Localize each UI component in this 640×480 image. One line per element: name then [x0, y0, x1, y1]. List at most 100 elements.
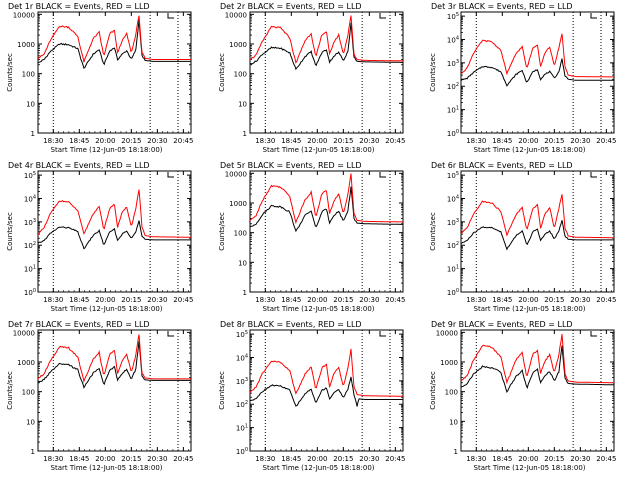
y-tick-label: 104: [447, 35, 459, 44]
lld-series-line: [249, 348, 403, 397]
x-tick-label: 20:00: [518, 137, 538, 145]
y-tick-label: 104: [447, 194, 459, 203]
x-axis-label: Start Time (12-Jun-05 18:18:00): [263, 464, 375, 472]
y-tick-label: 1: [243, 289, 247, 297]
events-series-line: [249, 376, 403, 407]
y-axis-label: Counts/sec: [6, 371, 14, 410]
x-axis-label: Start Time (12-Jun-05 18:18:00): [263, 146, 375, 154]
y-tick-label: 102: [24, 241, 36, 250]
y-tick-label: 10: [238, 100, 247, 108]
plot-frame: [249, 329, 404, 452]
y-tick-label: 1000: [440, 359, 458, 367]
x-tick-label: 18:45: [281, 137, 301, 145]
y-tick-label: 10000: [225, 11, 247, 19]
x-tick-label: 18:45: [69, 137, 89, 145]
plot-frame: [249, 11, 404, 134]
chart-title: Det 1r BLACK = Events, RED = LLD: [8, 2, 150, 11]
corner-marker: [379, 331, 386, 337]
detector-chart-3: Det 3r BLACK = Events, RED = LLD 100 101 10…: [429, 2, 616, 154]
events-series-line: [250, 22, 403, 71]
y-tick-label: 103: [236, 377, 248, 386]
chart-title: Det 8r BLACK = Events, RED = LLD: [220, 320, 362, 329]
y-tick-label: 103: [447, 218, 459, 227]
x-tick-label: 20:45: [385, 296, 405, 304]
detector-chart-1: Det 1r BLACK = Events, RED = LLD 1 10 100 10…: [6, 2, 193, 154]
detector-chart-4: Det 4r BLACK = Events, RED = LLD 100 101 10…: [6, 161, 193, 313]
y-tick-label: 102: [236, 400, 248, 409]
x-axis-label: Start Time (12-Jun-05 18:18:00): [51, 464, 163, 472]
x-axis-label: Start Time (12-Jun-05 18:18:00): [474, 146, 586, 154]
x-tick-label: 18:45: [281, 455, 301, 463]
x-tick-label: 20:30: [359, 296, 379, 304]
x-tick-label: 18:30: [43, 296, 63, 304]
corner-marker: [167, 331, 174, 337]
x-tick-label: 20:15: [333, 296, 353, 304]
y-tick-label: 10: [238, 259, 247, 267]
events-series-line: [249, 186, 403, 233]
y-axis-label: Counts/sec: [6, 212, 14, 251]
y-tick-label: 100: [447, 129, 459, 138]
events-series-line: [460, 345, 614, 393]
x-tick-label: 20:15: [544, 137, 564, 145]
y-tick-label: 105: [24, 171, 36, 180]
y-tick-label: 100: [24, 288, 36, 297]
x-axis-label: Start Time (12-Jun-05 18:18:00): [51, 305, 163, 313]
detector-chart-5: Det 5r BLACK = Events, RED = LLD 1 10 100 10…: [218, 161, 405, 313]
y-tick-label: 101: [447, 265, 459, 274]
x-tick-label: 20:30: [570, 455, 590, 463]
y-tick-label: 101: [236, 424, 248, 433]
events-series-line: [460, 220, 614, 251]
x-tick-label: 18:30: [466, 137, 486, 145]
corner-marker: [590, 331, 597, 337]
lld-series-line: [37, 15, 191, 63]
x-tick-label: 20:00: [95, 296, 115, 304]
y-tick-label: 103: [447, 59, 459, 68]
y-axis-label: Counts/sec: [429, 212, 437, 251]
y-tick-label: 100: [22, 389, 35, 397]
corner-marker: [379, 13, 386, 19]
y-tick-label: 100: [447, 288, 459, 297]
x-tick-label: 20:15: [121, 455, 141, 463]
y-tick-label: 100: [234, 230, 247, 238]
y-tick-label: 101: [447, 106, 459, 115]
chart-title: Det 3r BLACK = Events, RED = LLD: [431, 2, 573, 11]
chart-title: Det 5r BLACK = Events, RED = LLD: [220, 161, 362, 170]
corner-marker: [167, 172, 174, 178]
y-tick-label: 1: [31, 130, 35, 138]
plot-frame: [37, 170, 192, 293]
y-tick-label: 104: [236, 353, 248, 362]
y-axis-label: Counts/sec: [218, 212, 226, 251]
y-tick-label: 102: [447, 241, 459, 250]
detector-chart-7: Det 7r BLACK = Events, RED = LLD 1 10 100 10…: [6, 320, 193, 472]
y-tick-label: 100: [234, 71, 247, 79]
x-tick-label: 20:15: [121, 296, 141, 304]
y-axis-label: Counts/sec: [6, 53, 14, 92]
lld-series-line: [461, 33, 614, 78]
y-tick-label: 10000: [13, 329, 35, 337]
y-tick-label: 102: [447, 82, 459, 91]
x-tick-label: 20:45: [173, 296, 193, 304]
x-tick-label: 18:30: [255, 137, 275, 145]
x-axis-label: Start Time (12-Jun-05 18:18:00): [51, 146, 163, 154]
chart-title: Det 7r BLACK = Events, RED = LLD: [8, 320, 150, 329]
x-tick-label: 20:15: [121, 137, 141, 145]
x-tick-label: 20:15: [544, 296, 564, 304]
detector-chart-9: Det 9r BLACK = Events, RED = LLD 1 10 100 10…: [429, 320, 616, 472]
plot-frame: [460, 170, 615, 293]
plot-frame: [37, 329, 192, 452]
y-tick-label: 10: [26, 100, 35, 108]
x-tick-label: 20:45: [385, 455, 405, 463]
x-tick-label: 20:00: [307, 137, 327, 145]
x-tick-label: 18:45: [492, 455, 512, 463]
corner-marker: [590, 13, 597, 19]
y-tick-label: 105: [447, 12, 459, 21]
lld-series-line: [460, 194, 614, 239]
detector-chart-2: Det 2r BLACK = Events, RED = LLD 1 10 100 10…: [218, 2, 405, 154]
lld-series-line: [37, 189, 191, 238]
lld-series-line: [37, 334, 191, 384]
y-tick-label: 1000: [17, 359, 35, 367]
y-tick-label: 105: [447, 171, 459, 180]
x-tick-label: 18:30: [255, 296, 275, 304]
y-tick-label: 10000: [13, 11, 35, 19]
